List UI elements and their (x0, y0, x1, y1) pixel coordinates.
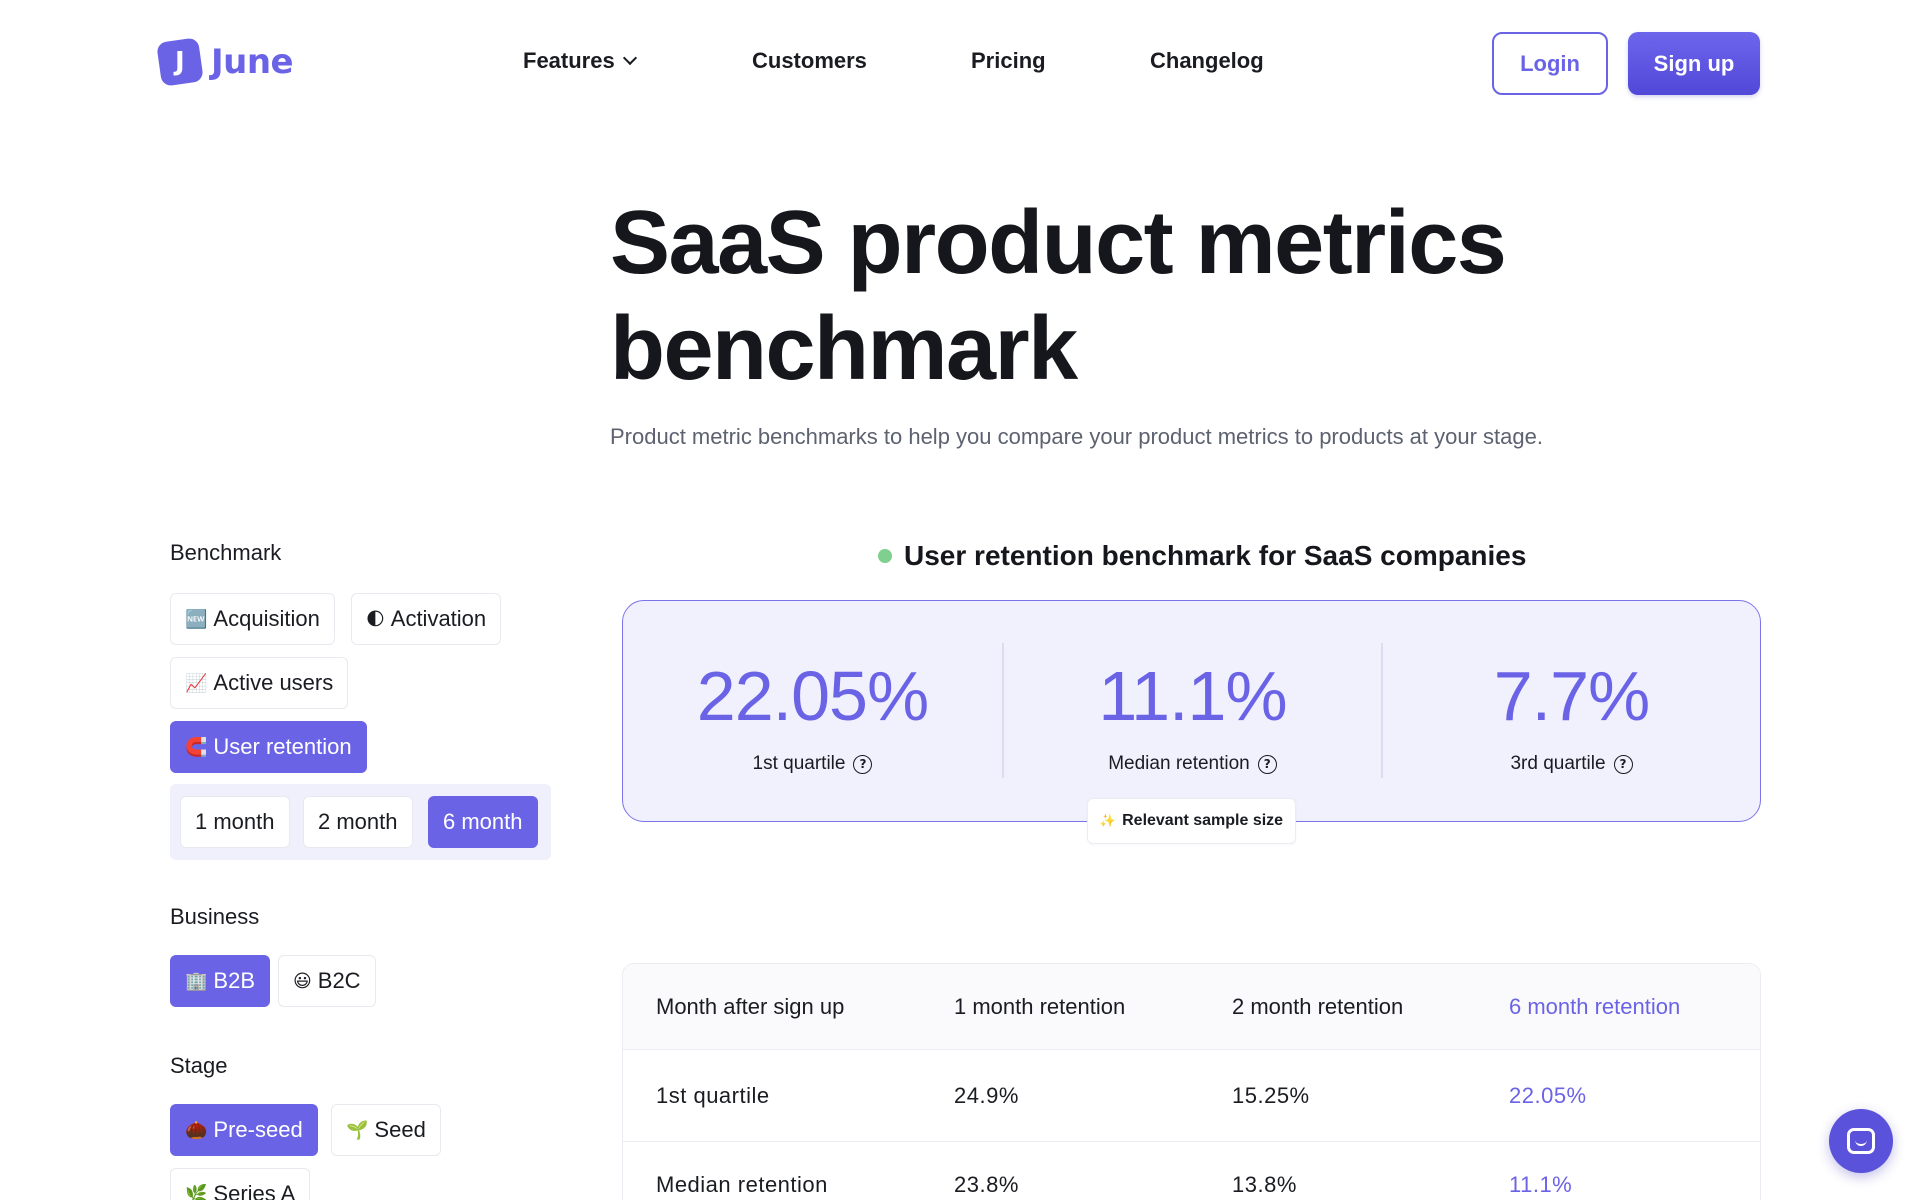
table-row: 1st quartile 24.9% 15.25% 22.05% (623, 1050, 1760, 1142)
chip-label: Seed (374, 1117, 426, 1142)
stat-label-row: 3rd quartile ? (1382, 753, 1761, 775)
chip-label: Pre-seed (213, 1117, 303, 1142)
stat-value: 22.05% (696, 657, 929, 735)
signup-button[interactable]: Sign up (1628, 32, 1760, 95)
stat-label-row: Median retention ? (1003, 753, 1382, 775)
stage-option-series-a[interactable]: 🌿 Series A (170, 1168, 311, 1200)
benchmark-card: 22.05% 1st quartile ? 11.1% Median reten… (622, 600, 1761, 822)
herb-icon: 🌿 (185, 1183, 208, 1200)
status-dot-icon (878, 549, 892, 563)
benchmark-option-active-users[interactable]: 📈 Active users (170, 657, 349, 709)
chestnut-icon: 🌰 (185, 1119, 208, 1141)
stage-option-seed[interactable]: 🌱 Seed (331, 1104, 441, 1156)
benchmark-option-activation[interactable]: 🌓 Activation (351, 593, 502, 645)
stat-label: 3rd quartile (1510, 753, 1606, 774)
table-header-cell: Month after sign up (656, 993, 845, 1019)
login-button[interactable]: Login (1492, 32, 1608, 95)
table-cell: 24.9% (954, 1082, 1019, 1108)
table-cell: Median retention (656, 1172, 828, 1197)
stat-3rd-quartile: 7.7% 3rd quartile ? (1382, 601, 1761, 823)
help-icon[interactable]: ? (1257, 754, 1277, 774)
table-cell: 13.8% (1232, 1172, 1297, 1197)
stat-label: Median retention (1108, 753, 1250, 774)
benchmark-option-acquisition[interactable]: 🆕 Acquisition (170, 593, 335, 645)
table-cell: 22.05% (1509, 1082, 1587, 1108)
sample-size-label: Relevant sample size (1122, 812, 1284, 829)
stat-label-row: 1st quartile ? (623, 753, 1002, 775)
page-title: SaaS product metrics benchmark (610, 190, 1610, 402)
chip-label: Active users (213, 670, 334, 695)
benchmark-title: User retention benchmark for SaaS compan… (878, 540, 1526, 572)
site-header: J June Features Customers Pricing Change… (0, 0, 1920, 128)
sparkles-icon: ✨ (1099, 813, 1117, 829)
chart-up-icon: 📈 (185, 672, 208, 694)
stat-value: 11.1% (1098, 657, 1287, 735)
business-label: Business (170, 904, 260, 929)
table-header-cell: 1 month retention (954, 993, 1126, 1019)
nav-features-label: Features (523, 48, 615, 73)
retention-period-selector: 1 month 2 month 6 month (170, 784, 551, 860)
table-row: Median retention 23.8% 13.8% 11.1% (623, 1142, 1760, 1200)
period-option-1-month[interactable]: 1 month (180, 796, 290, 848)
table-header-cell: 6 month retention (1509, 993, 1681, 1019)
chip-label: User retention (213, 734, 352, 759)
chevron-down-icon (622, 50, 637, 66)
business-option-b2b[interactable]: 🏢 B2B (170, 955, 271, 1007)
chip-label: Activation (390, 606, 487, 631)
stat-divider (1002, 643, 1004, 778)
chat-icon (1847, 1128, 1875, 1154)
table-header-row: Month after sign up 1 month retention 2 … (623, 964, 1760, 1050)
stat-1st-quartile: 22.05% 1st quartile ? (623, 601, 1002, 823)
table-cell: 1st quartile (656, 1082, 770, 1108)
chat-launcher-button[interactable] (1829, 1109, 1893, 1173)
benchmark-label: Benchmark (170, 540, 282, 565)
june-logo[interactable]: J June (156, 37, 294, 87)
magnet-icon: 🧲 (185, 736, 208, 758)
chip-label: B2C (317, 968, 361, 993)
page-title-line1: SaaS product metrics (610, 193, 1507, 293)
help-icon[interactable]: ? (1613, 754, 1633, 774)
nav-customers[interactable]: Customers (752, 48, 867, 73)
business-option-b2c[interactable]: 😃 B2C (278, 955, 376, 1007)
sample-size-badge: ✨ Relevant sample size (1087, 798, 1296, 844)
seedling-icon: 🌱 (346, 1119, 369, 1141)
stat-median-retention: 11.1% Median retention ? (1003, 601, 1382, 823)
half-moon-icon: 🌓 (366, 608, 385, 630)
main-nav: Features Customers Pricing Changelog (0, 48, 1920, 82)
chip-label: Series A (213, 1181, 296, 1200)
chip-label: B2B (213, 968, 256, 993)
benchmark-option-user-retention[interactable]: 🧲 User retention (170, 721, 367, 773)
stat-label: 1st quartile (752, 753, 846, 774)
nav-changelog[interactable]: Changelog (1150, 48, 1264, 73)
nav-features[interactable]: Features (523, 48, 637, 74)
stage-option-pre-seed[interactable]: 🌰 Pre-seed (170, 1104, 318, 1156)
period-option-6-month[interactable]: 6 month (428, 796, 538, 848)
benchmark-title-text: User retention benchmark for SaaS compan… (904, 540, 1527, 571)
retention-table: Month after sign up 1 month retention 2 … (622, 963, 1761, 1200)
page-title-line2: benchmark (610, 299, 1078, 399)
table-cell: 11.1% (1509, 1172, 1573, 1197)
help-icon[interactable]: ? (853, 754, 873, 774)
table-cell: 15.25% (1232, 1082, 1310, 1108)
table-cell: 23.8% (954, 1172, 1019, 1197)
period-option-2-month[interactable]: 2 month (303, 796, 413, 848)
chip-label: Acquisition (213, 606, 320, 631)
new-icon: 🆕 (185, 608, 208, 630)
stat-divider (1381, 643, 1383, 778)
stage-label: Stage (170, 1053, 228, 1078)
smile-icon: 😃 (293, 970, 312, 992)
table-header-cell: 2 month retention (1232, 993, 1404, 1019)
stat-value: 7.7% (1493, 657, 1651, 735)
nav-pricing[interactable]: Pricing (971, 48, 1046, 73)
page-subtitle: Product metric benchmarks to help you co… (610, 424, 1543, 449)
logo-text: June (211, 42, 294, 82)
building-icon: 🏢 (185, 970, 208, 992)
